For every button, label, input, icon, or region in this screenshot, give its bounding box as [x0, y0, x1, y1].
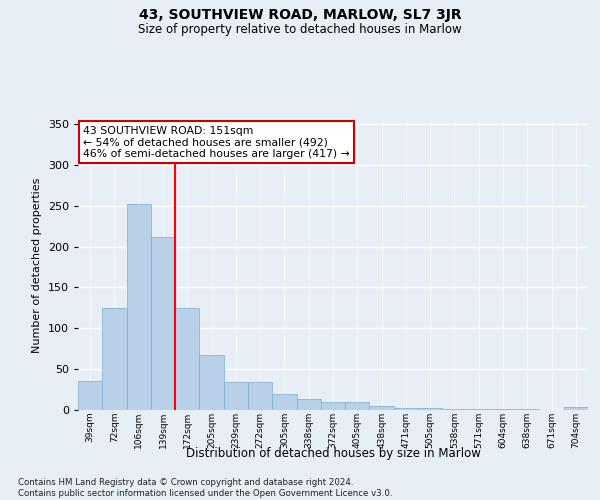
- Bar: [370, 406, 394, 410]
- Bar: [127, 204, 151, 410]
- Text: Distribution of detached houses by size in Marlow: Distribution of detached houses by size …: [185, 448, 481, 460]
- Bar: [491, 409, 515, 410]
- Bar: [199, 356, 224, 410]
- Bar: [151, 237, 175, 410]
- Bar: [78, 380, 102, 410]
- Bar: [272, 394, 296, 410]
- Bar: [321, 402, 345, 410]
- Bar: [564, 406, 588, 410]
- Bar: [248, 382, 272, 410]
- Bar: [418, 408, 442, 410]
- Bar: [224, 382, 248, 410]
- Text: Size of property relative to detached houses in Marlow: Size of property relative to detached ho…: [138, 22, 462, 36]
- Bar: [102, 308, 127, 410]
- Text: 43, SOUTHVIEW ROAD, MARLOW, SL7 3JR: 43, SOUTHVIEW ROAD, MARLOW, SL7 3JR: [139, 8, 461, 22]
- Bar: [175, 308, 199, 410]
- Text: Contains HM Land Registry data © Crown copyright and database right 2024.
Contai: Contains HM Land Registry data © Crown c…: [18, 478, 392, 498]
- Bar: [394, 408, 418, 410]
- Text: 43 SOUTHVIEW ROAD: 151sqm
← 54% of detached houses are smaller (492)
46% of semi: 43 SOUTHVIEW ROAD: 151sqm ← 54% of detac…: [83, 126, 350, 159]
- Bar: [515, 409, 539, 410]
- Y-axis label: Number of detached properties: Number of detached properties: [32, 178, 42, 352]
- Bar: [345, 402, 370, 410]
- Bar: [467, 409, 491, 410]
- Bar: [442, 409, 467, 410]
- Bar: [296, 398, 321, 410]
